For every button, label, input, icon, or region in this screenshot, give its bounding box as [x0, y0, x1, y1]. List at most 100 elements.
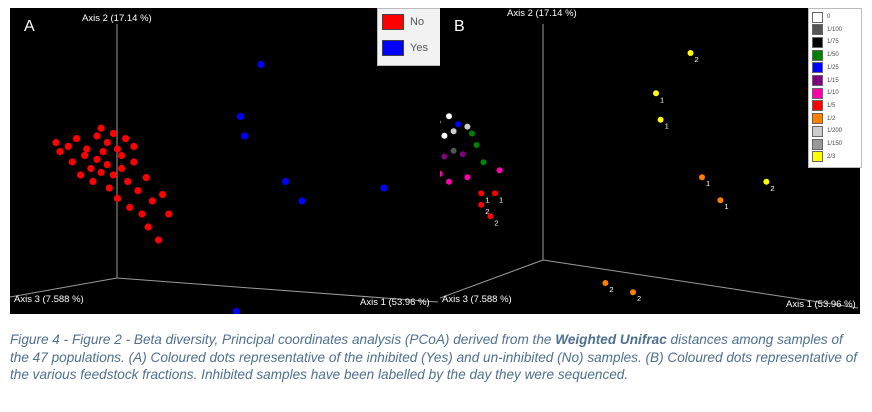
panel-b-legend-label: 2/3: [827, 153, 836, 160]
panel-a-point: [109, 129, 117, 137]
panel-a-legend-item: No: [382, 12, 424, 32]
panel-a-point: [298, 197, 306, 205]
panel-a-legend-swatch: [382, 40, 404, 56]
panel-a-point: [77, 171, 85, 179]
panel-b-legend-label: 1/2: [827, 115, 836, 122]
panel-b-point: [687, 50, 694, 56]
panel-b-legend-item: 1/75: [812, 36, 839, 48]
panel-b-legend-swatch: [812, 151, 823, 163]
panel-b-legend-swatch: [812, 11, 823, 23]
panel-b-point-label: 2: [770, 184, 774, 193]
panel-a-point: [103, 161, 111, 169]
panel-a-point: [134, 187, 142, 195]
panel-a-point: [241, 132, 249, 140]
panel-b-point: [487, 213, 494, 220]
panel-b-point: [630, 289, 636, 296]
panel-a-point: [165, 210, 173, 218]
panel-b-legend-label: 1/150: [827, 141, 843, 147]
panel-a-point: [81, 151, 89, 160]
panel-b-point: [450, 147, 457, 154]
panel-b-svg: Axis 2 (17.14 %) Axis 1 (53.96 %) Axis 3 (…: [440, 8, 859, 310]
panel-b-point: [455, 121, 462, 128]
panel-b-point: [446, 113, 452, 120]
panel-b-legend-swatch: [812, 75, 823, 86]
panel-a-pcoa-plot: Axis 2 (17.14 %) Axis 1 (53.96 %) Axis 3 (…: [10, 8, 441, 314]
figure-caption: Figure 4 - Figure 2 - Beta diversity, Pr…: [10, 331, 865, 384]
panel-a-point: [93, 155, 101, 163]
panel-a-point: [130, 158, 138, 166]
panel-b-point: [440, 120, 441, 124]
panel-a-svg: Axis 2 (17.14 %) Axis 1 (53.96 %) Axis 3 (…: [10, 13, 439, 314]
panel-a-point: [118, 164, 126, 173]
panel-b-point: [450, 128, 457, 135]
panel-b-axis-3-label: Axis 3 (7.588 %): [442, 294, 512, 305]
panel-b-point: [492, 190, 498, 197]
panel-b-point: [653, 90, 659, 97]
panel-b-point: [717, 197, 724, 204]
panel-b-point-label: 2: [485, 207, 489, 216]
panel-b-axis-1-line: [542, 259, 859, 309]
caption-text-2: distances among samples of the 47 popula…: [10, 332, 858, 382]
panel-a-legend-item: Yes: [382, 38, 428, 58]
panel-b-point: [464, 174, 471, 181]
panel-a-axis-3-line: [10, 277, 118, 298]
panel-b-legend-item: 1/2: [812, 113, 835, 125]
panel-b-legend-swatch: [812, 125, 823, 137]
panel-a-point: [64, 142, 72, 150]
panel-b-point: [478, 190, 485, 197]
panel-a-point: [236, 112, 245, 121]
panel-b-legend-item: 1/15: [812, 75, 839, 87]
panel-a-point: [68, 158, 76, 166]
panel-a-point: [103, 138, 111, 147]
panel-a-point: [380, 184, 388, 192]
panel-a-axis-3-label: Axis 3 (7.588 %): [14, 294, 84, 305]
panel-a-point: [56, 148, 64, 156]
panel-b-legend-item: 1/50: [812, 49, 839, 61]
panel-b-legend-item: 1/100: [812, 24, 842, 36]
panel-a-point: [138, 210, 146, 218]
panel-a-point: [52, 138, 60, 147]
panel-b-legend-label: 1/25: [827, 64, 839, 71]
panel-b-legend-swatch: [812, 62, 823, 74]
panel-a-letter: A: [24, 18, 35, 35]
panel-a-point: [124, 177, 132, 186]
panel-b-legend: 0 1/100 1/75 1/50 1/25 1/15 1/10 1/5 1/2 1/200 1/1…: [808, 8, 862, 168]
panel-b-point: [440, 170, 443, 177]
panel-b-legend-item: 0: [812, 11, 830, 23]
panel-a-point: [126, 203, 134, 212]
panel-b-axis-2-label: Axis 2 (17.14 %): [507, 8, 577, 19]
panel-a-point: [72, 135, 81, 143]
caption-bold: Weighted Unifrac: [555, 332, 667, 347]
panel-b-legend-swatch: [812, 49, 823, 61]
panel-a-point: [97, 124, 105, 132]
panel-a-point: [257, 60, 265, 69]
panel-b-legend-item: 1/10: [812, 87, 839, 99]
panel-b-point-label: 1: [706, 179, 710, 188]
panel-b-legend-item: 2/3: [812, 151, 835, 163]
panel-b-legend-item: 1/200: [812, 125, 842, 137]
panel-a-axis-2-label: Axis 2 (17.14 %): [82, 13, 152, 24]
panel-b-point: [496, 167, 503, 174]
panel-a-point: [144, 223, 152, 231]
panel-b-legend-swatch: [812, 24, 823, 36]
panel-b-axis-1-label: Axis 1 (53.96 %): [786, 299, 856, 310]
panel-b-pcoa-plot: Axis 2 (17.14 %) Axis 1 (53.96 %) Axis 3 (…: [440, 8, 862, 314]
panel-b-point-label: 2: [609, 285, 613, 294]
panel-a-point: [113, 145, 122, 153]
panel-b-legend-label: 1/5: [827, 102, 836, 109]
panel-b-point-label: 2: [695, 55, 699, 64]
panel-b-legend-label: 1/75: [827, 39, 839, 46]
panel-b-point: [478, 201, 485, 208]
panel-b-legend-label: 1/15: [827, 77, 839, 84]
panel-a-point: [154, 236, 163, 244]
panel-a-point: [113, 194, 122, 202]
panel-b-legend-swatch: [812, 36, 823, 48]
panel-b-point: [602, 280, 609, 286]
panel-b-point: [459, 151, 466, 158]
panel-b-point: [763, 178, 770, 185]
panel-b-point: [480, 159, 487, 166]
panel-b-point: [441, 132, 448, 139]
panel-b-legend-label: 1/50: [827, 52, 839, 59]
panel-a-legend-swatch: [382, 14, 404, 30]
panel-a-legend-label: Yes: [410, 42, 428, 54]
